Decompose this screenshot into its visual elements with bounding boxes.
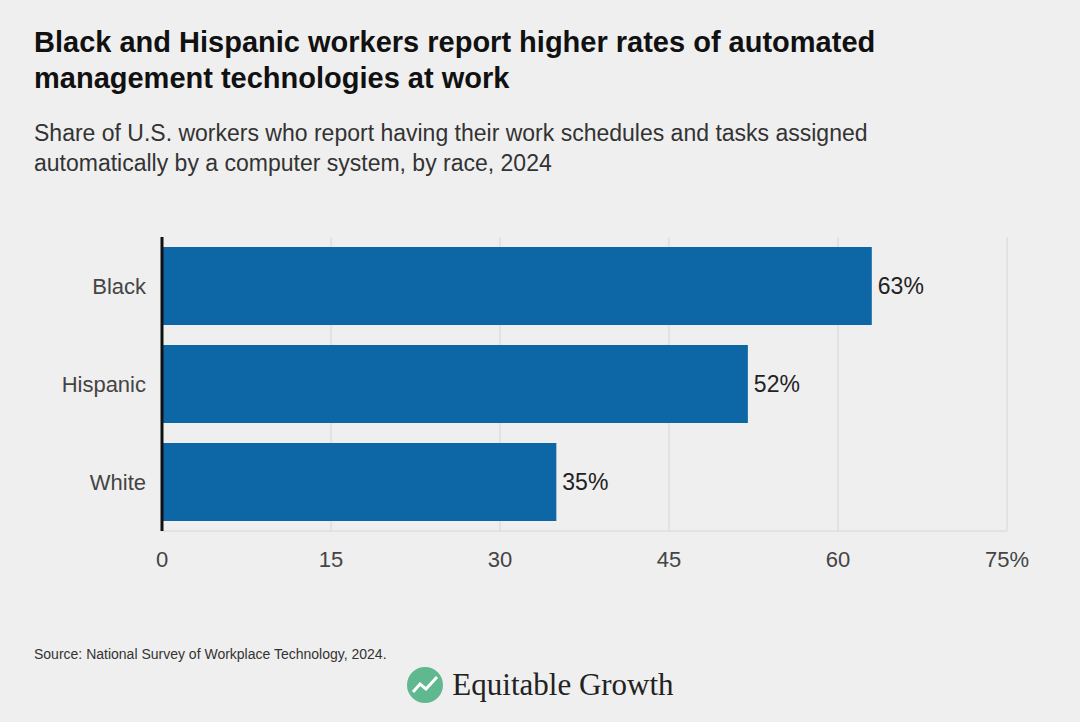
html-text:Black and Hispanic workers rep: Black and Hispanic workers report higher… xyxy=(34,26,876,94)
svg-text:30: 30 xyxy=(488,547,512,572)
svg-text:63%: 63% xyxy=(878,273,924,299)
svg-text:75%: 75% xyxy=(985,547,1029,572)
html-text:Share of U.S. workers who repo: Share of U.S. workers who report having … xyxy=(34,120,868,176)
svg-text:0: 0 xyxy=(156,547,168,572)
html-text:Equitable Growth: Equitable Growth xyxy=(452,667,674,702)
html-text:Source: National Survey of Wor: Source: National Survey of Workplace Tec… xyxy=(34,646,387,662)
svg-text:45: 45 xyxy=(657,547,681,572)
svg-text:52%: 52% xyxy=(754,371,800,397)
svg-text:35%: 35% xyxy=(562,469,608,495)
svg-text:Black: Black xyxy=(92,274,147,299)
svg-text:60: 60 xyxy=(826,547,850,572)
svg-text:White: White xyxy=(90,470,146,495)
svg-text:Hispanic: Hispanic xyxy=(62,372,146,397)
svg-text:15: 15 xyxy=(319,547,343,572)
